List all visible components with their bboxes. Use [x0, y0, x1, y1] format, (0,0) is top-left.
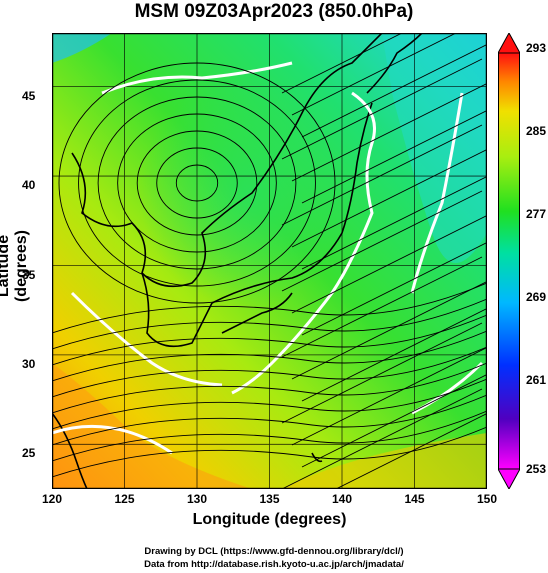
streamline: [281, 58, 483, 160]
colorbar-body: [498, 52, 520, 470]
colorbar-tick: 253: [526, 462, 547, 476]
streamline: [117, 113, 277, 253]
streamline: [291, 82, 487, 182]
streamline: [301, 43, 487, 138]
isotherms: [52, 61, 484, 455]
y-tick: 40: [22, 178, 36, 192]
streamline: [52, 362, 487, 414]
streamline: [291, 346, 487, 446]
streamline: [301, 373, 487, 468]
streamline: [281, 124, 483, 226]
streamline: [52, 298, 487, 350]
streamline: [156, 147, 238, 219]
x-tick: 120: [41, 492, 63, 506]
streamline: [52, 346, 487, 398]
streamline: [136, 130, 258, 236]
streamline: [281, 33, 404, 94]
streamline: [291, 33, 458, 116]
colorbar-tick: 277: [526, 207, 547, 221]
streamline: [58, 62, 336, 304]
x-axis-label: Longitude (degrees): [192, 511, 347, 528]
map-title: MSM 09Z03Apr2023 (850.0hPa): [134, 1, 414, 22]
streamline: [78, 79, 316, 287]
streamline: [52, 426, 487, 478]
colorbar-bottom-arrow: [498, 468, 520, 489]
streamline: [301, 307, 487, 402]
streamline: [281, 388, 483, 489]
wind-streamlines: [52, 33, 487, 489]
streamline: [175, 164, 219, 202]
x-tick: 140: [331, 492, 353, 506]
streamline: [291, 280, 487, 380]
streamline: [281, 256, 483, 358]
streamline: [52, 314, 487, 366]
y-axis-label: Latitude (degrees): [0, 229, 30, 303]
y-tick: 30: [22, 357, 36, 371]
streamline: [52, 330, 487, 382]
colorbar-tick: 269: [526, 290, 547, 304]
x-tick: 135: [259, 492, 280, 506]
y-tick: 25: [22, 446, 36, 460]
temperature-wind-map: [52, 33, 487, 489]
streamline: [291, 214, 487, 314]
streamline: [97, 96, 297, 270]
streamline: [281, 190, 483, 292]
streamline: [301, 109, 487, 204]
x-tick: 145: [404, 492, 425, 506]
colorbar-tick: 285: [526, 124, 547, 138]
warm-region: [52, 363, 252, 489]
colorbar: [498, 33, 520, 489]
streamline: [334, 412, 487, 489]
x-tick: 130: [186, 492, 208, 506]
y-tick: 35: [22, 268, 36, 282]
streamline: [301, 175, 487, 270]
streamline: [52, 394, 487, 446]
streamline: [52, 282, 487, 334]
streamline: [301, 241, 487, 336]
colorbar-top-arrow: [498, 33, 520, 54]
x-tick: 150: [476, 492, 498, 506]
y-tick: 45: [22, 89, 36, 103]
coastlines: [52, 33, 423, 489]
cool-region: [382, 33, 487, 263]
colorbar-tick: 293: [526, 41, 547, 55]
credit-drawing: Drawing by DCL (https://www.gfd-dennou.o…: [144, 546, 404, 557]
x-tick: 125: [114, 492, 135, 506]
map-frame: [52, 33, 487, 489]
streamline: [52, 410, 487, 462]
streamline: [291, 148, 487, 248]
credit-data: Data from http://database.rish.kyoto-u.a…: [144, 559, 404, 570]
streamline: [52, 378, 487, 430]
colorbar-tick: 261: [526, 373, 547, 387]
